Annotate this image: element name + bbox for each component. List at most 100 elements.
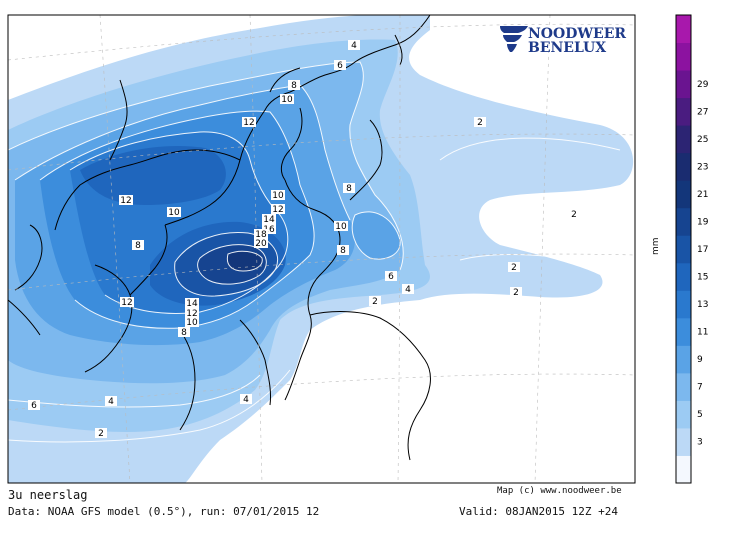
svg-text:14: 14 <box>263 215 275 225</box>
svg-text:10: 10 <box>168 208 180 218</box>
contour-label: 20 <box>254 238 268 249</box>
contour-label: 4 <box>402 284 414 295</box>
svg-text:6: 6 <box>31 401 37 411</box>
contour-label: 4 <box>348 40 360 51</box>
contour-label: 10 <box>271 190 285 201</box>
colorbar-swatch <box>676 97 691 126</box>
svg-text:4: 4 <box>351 41 357 51</box>
colorbar-swatch <box>676 290 691 319</box>
svg-text:10: 10 <box>272 191 284 201</box>
colorbar-tick-label: 17 <box>697 245 708 255</box>
contour-label: 8 <box>132 240 144 251</box>
colorbar-swatch <box>676 345 691 374</box>
contour-label: 14 <box>185 298 199 309</box>
svg-text:20: 20 <box>255 239 267 249</box>
contour-label: 12 <box>271 204 285 215</box>
contour-label: 12 <box>120 297 134 308</box>
colorbar-tick-label: 9 <box>697 355 703 365</box>
contour-label: 6 <box>28 400 40 411</box>
svg-text:4: 4 <box>243 395 249 405</box>
contour-label: 6 <box>334 60 346 71</box>
colorbar-swatch <box>676 372 691 401</box>
svg-text:10: 10 <box>186 318 198 328</box>
svg-text:10: 10 <box>335 222 347 232</box>
colorbar-swatch <box>676 262 691 291</box>
contour-label: 12 <box>185 308 199 319</box>
contour-label: 10 <box>167 207 181 218</box>
contour-label: 2 <box>474 117 486 128</box>
colorbar-unit-label: mm <box>651 237 661 255</box>
svg-text:6: 6 <box>337 61 343 71</box>
colorbar-tick-label: 15 <box>697 273 708 283</box>
colorbar-swatch <box>676 455 691 484</box>
contour-label-group: 4 6 8 10 12 2 8 12 10 14 16 20 18 10 12 … <box>28 40 580 439</box>
svg-text:2: 2 <box>511 263 517 273</box>
contour-label: 6 <box>385 271 397 282</box>
svg-text:4: 4 <box>405 285 411 295</box>
contour-label: 10 <box>280 94 294 105</box>
colorbar-swatch <box>676 125 691 154</box>
colorbar-swatch <box>676 317 691 346</box>
colorbar-tick-label: 29 <box>697 80 709 90</box>
svg-text:12: 12 <box>186 309 197 319</box>
svg-text:16: 16 <box>263 225 275 235</box>
svg-text:8: 8 <box>291 81 297 91</box>
colorbar-tick-label: 21 <box>697 190 708 200</box>
svg-text:2: 2 <box>513 288 519 298</box>
svg-text:2: 2 <box>477 118 483 128</box>
colorbar-tick-label: 13 <box>697 300 708 310</box>
colorbar-swatch <box>676 70 691 99</box>
map-frame <box>7 14 636 484</box>
contour-label: 2 <box>510 287 522 298</box>
map-credit: Map (c) www.noodweer.be <box>497 486 622 496</box>
svg-text:14: 14 <box>186 299 198 309</box>
noodweer-benelux-logo: NOODWEER BENELUX <box>500 26 626 56</box>
contour-label: 2 <box>568 209 580 220</box>
svg-text:8: 8 <box>340 246 346 256</box>
logo-line2: BENELUX <box>528 40 606 56</box>
contour-label: 2 <box>508 262 520 273</box>
colorbar-swatch <box>676 400 691 429</box>
colorbar-tick-label: 23 <box>697 162 708 172</box>
colorbar-tick-label: 7 <box>697 383 703 393</box>
svg-text:10: 10 <box>281 95 293 105</box>
svg-text:12: 12 <box>272 205 283 215</box>
data-source-line: Data: NOAA GFS model (0.5°), run: 07/01/… <box>8 505 320 518</box>
colorbar-frame <box>675 14 692 484</box>
contour-label: 8 <box>343 183 355 194</box>
colorbar-swatch <box>676 15 691 44</box>
colorbar-tick-label: 3 <box>697 438 703 448</box>
colorbar-swatch <box>676 207 691 236</box>
colorbar-tick-label: 11 <box>697 328 708 338</box>
tornado-icon <box>500 26 528 52</box>
colorbar-swatch <box>676 152 691 181</box>
svg-text:12: 12 <box>121 298 132 308</box>
contour-label: 14 <box>262 214 276 225</box>
svg-text:4: 4 <box>108 397 114 407</box>
valid-time: Valid: 08JAN2015 12Z +24 <box>459 505 618 518</box>
graticule <box>8 15 635 483</box>
colorbar-swatch <box>676 180 691 209</box>
colorbar-tick-label: 19 <box>697 217 709 227</box>
contour-label: 10 <box>334 221 348 232</box>
svg-text:12: 12 <box>120 196 131 206</box>
colorbar-tick-label: 25 <box>697 135 708 145</box>
contour-label: 8 <box>337 245 349 256</box>
svg-text:2: 2 <box>372 297 378 307</box>
contour-label: 18 <box>254 229 268 240</box>
contour-label: 12 <box>119 195 133 206</box>
svg-text:2: 2 <box>571 210 577 220</box>
logo-line1: NOODWEER <box>528 26 626 42</box>
contour-label: 8 <box>288 80 300 91</box>
colorbar-swatch <box>676 42 691 71</box>
colorbar-swatch <box>676 235 691 264</box>
contour-label: 2 <box>369 296 381 307</box>
contour-label: 12 <box>242 117 256 128</box>
contour-label: 4 <box>105 396 117 407</box>
contour-label: 10 <box>185 317 199 328</box>
svg-text:12: 12 <box>243 118 254 128</box>
contour-label: 4 <box>240 394 252 405</box>
colorbar: 3 5 7 9 11 13 15 17 19 21 23 25 27 29 <box>675 14 709 484</box>
svg-text:6: 6 <box>388 272 394 282</box>
